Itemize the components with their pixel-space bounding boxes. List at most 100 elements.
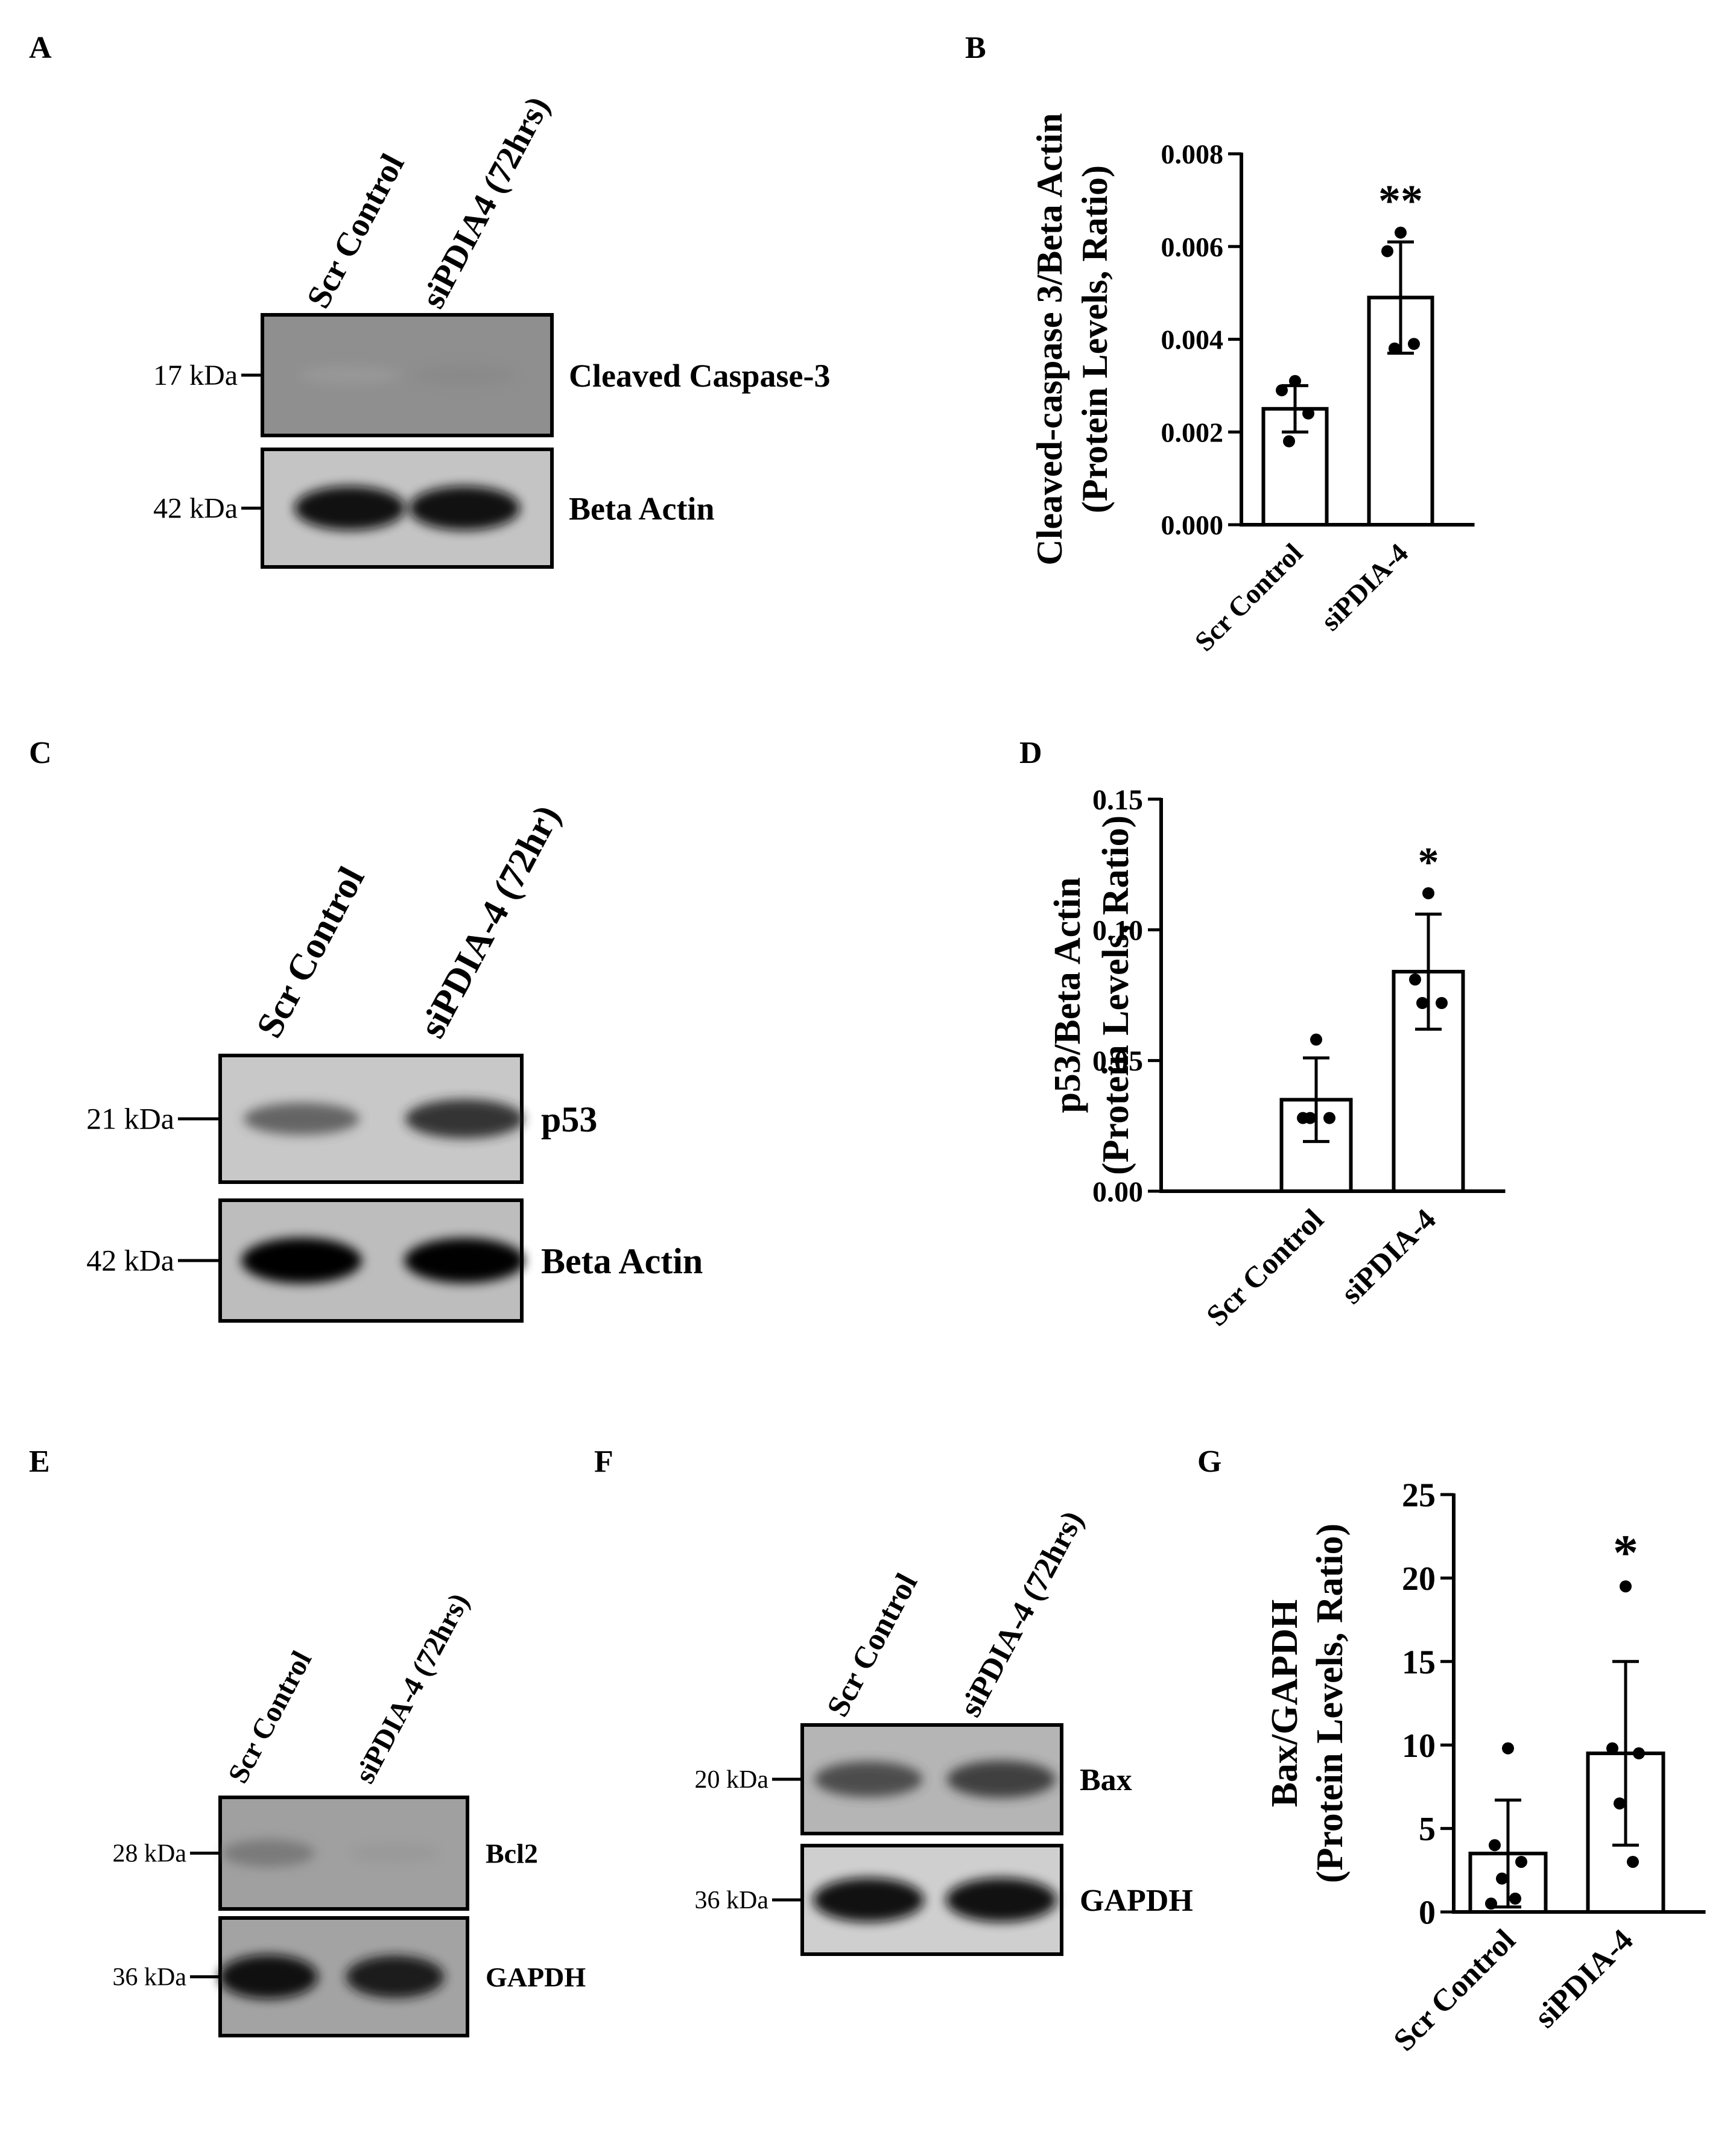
blot-strip: 28 kDa Bcl2 bbox=[113, 1796, 538, 1911]
protein-band bbox=[241, 1238, 362, 1283]
bar-chart-panel-d: 0.00 0.05 0.10 0.15 p53/Beta Actin (Protein L… bbox=[1047, 784, 1506, 1332]
protein-band bbox=[219, 1954, 318, 1999]
marker-label: 36 kDa bbox=[695, 1887, 769, 1914]
data-point bbox=[1606, 1742, 1618, 1755]
data-point bbox=[1436, 997, 1448, 1009]
protein-band bbox=[294, 486, 405, 531]
y-tick-label: 25 bbox=[1402, 1477, 1436, 1514]
data-point bbox=[1509, 1892, 1521, 1905]
data-point bbox=[1489, 1839, 1501, 1852]
blot-strip: 42 kDa Beta Actin bbox=[153, 448, 714, 569]
data-point bbox=[1289, 375, 1301, 387]
protein-label: p53 bbox=[541, 1100, 597, 1139]
y-axis-label: (Protein Levels, Ratio) bbox=[1075, 165, 1115, 513]
marker-label: 21 kDa bbox=[86, 1102, 174, 1136]
y-tick-label: 0.00 bbox=[1092, 1176, 1143, 1208]
marker-label: 42 kDa bbox=[153, 492, 238, 524]
y-tick-label: 0.15 bbox=[1092, 784, 1143, 816]
blot-strip: 36 kDa GAPDH bbox=[113, 1916, 586, 2037]
y-tick-label: 0.05 bbox=[1092, 1045, 1143, 1077]
lane-label: siPDIA4 (72hrs) bbox=[414, 90, 557, 314]
data-point bbox=[1627, 1855, 1639, 1868]
data-point bbox=[1389, 342, 1401, 355]
y-axis-label: Bax/GAPDH bbox=[1264, 1600, 1305, 1807]
protein-band bbox=[222, 1839, 315, 1867]
data-point bbox=[1416, 997, 1428, 1009]
protein-label: Beta Actin bbox=[569, 490, 714, 527]
y-tick-label: 0.002 bbox=[1161, 417, 1224, 448]
blot-strip: 42 kDa Beta Actin bbox=[86, 1198, 703, 1323]
protein-band bbox=[813, 1878, 924, 1922]
protein-label: Cleaved Caspase-3 bbox=[569, 358, 830, 394]
y-tick-label: 10 bbox=[1402, 1727, 1436, 1765]
data-point bbox=[1614, 1797, 1626, 1810]
significance-marker: ** bbox=[1378, 177, 1423, 226]
data-point bbox=[1502, 1742, 1514, 1755]
western-blot-panel-c: Scr Control siPDIA-4 (72hr) 21 kDa p53 42 kD… bbox=[86, 799, 703, 1323]
data-point bbox=[1276, 384, 1288, 397]
y-tick-label: 0.000 bbox=[1161, 510, 1224, 540]
blot-strip: 20 kDa Bax bbox=[695, 1723, 1132, 1835]
y-tick-label: 15 bbox=[1402, 1644, 1436, 1681]
category-label: siPDIA-4 bbox=[1315, 537, 1414, 636]
y-tick-label: 5 bbox=[1419, 1811, 1436, 1848]
protein-band bbox=[814, 1761, 923, 1797]
panel-letter-c: C bbox=[29, 736, 52, 770]
blot-strip: 21 kDa p53 bbox=[86, 1054, 597, 1184]
protein-label: Bax bbox=[1080, 1763, 1132, 1797]
data-point bbox=[1283, 435, 1295, 448]
panel-letter-g: G bbox=[1197, 1445, 1221, 1479]
category-label: Scr Control bbox=[1189, 537, 1308, 657]
protein-band bbox=[299, 365, 401, 385]
blot-strip: 17 kDa Cleaved Caspase-3 bbox=[153, 313, 830, 437]
y-tick-label: 0.006 bbox=[1161, 232, 1224, 262]
panel-letter-d: D bbox=[1019, 736, 1042, 770]
y-tick-label: 0.10 bbox=[1092, 914, 1143, 946]
protein-label: Beta Actin bbox=[541, 1241, 703, 1281]
data-point bbox=[1485, 1897, 1497, 1910]
lane-label: siPDIA-4 (72hrs) bbox=[349, 1588, 475, 1788]
category-label: Scr Control bbox=[1387, 1923, 1522, 2058]
protein-band bbox=[947, 1761, 1056, 1798]
lane-label: Scr Control bbox=[222, 1646, 318, 1788]
protein-band bbox=[404, 1238, 525, 1283]
protein-band bbox=[244, 1103, 360, 1135]
data-point bbox=[1395, 226, 1407, 239]
marker-label: 28 kDa bbox=[113, 1840, 187, 1867]
bar-chart-panel-b: 0.000 0.002 0.004 0.006 0.008 Cleaved-caspase… bbox=[1030, 113, 1475, 657]
marker-label: 17 kDa bbox=[153, 359, 238, 391]
protein-label: GAPDH bbox=[486, 1962, 586, 1993]
significance-marker: * bbox=[1418, 840, 1439, 886]
y-axis-label: (Protein Levels, Ratio) bbox=[1095, 815, 1136, 1175]
protein-band bbox=[405, 1099, 524, 1139]
data-point bbox=[1381, 245, 1393, 258]
western-blot-panel-a: Scr Control siPDIA4 (72hrs) 17 kDa Cleaved … bbox=[153, 90, 830, 569]
data-point bbox=[1496, 1872, 1508, 1885]
category-label: siPDIA-4 bbox=[1334, 1202, 1442, 1310]
lane-label: Scr Control bbox=[820, 1568, 924, 1723]
y-axis-label: p53/Beta Actin bbox=[1047, 878, 1088, 1113]
y-tick-label: 0 bbox=[1419, 1894, 1436, 1932]
y-axis-label: (Protein Levels, Ratio) bbox=[1310, 1524, 1351, 1883]
data-point bbox=[1515, 1855, 1527, 1868]
protein-band bbox=[350, 1843, 440, 1864]
marker-label: 42 kDa bbox=[86, 1244, 174, 1277]
western-blot-panel-e: Scr Control siPDIA-4 (72hrs) 28 kDa Bcl2 36 … bbox=[113, 1588, 586, 2037]
western-blot-panel-f: Scr Control siPDIA-4 (72hrs) 20 kDa Bax 36 k… bbox=[695, 1505, 1193, 1956]
y-tick-label: 0.004 bbox=[1161, 324, 1224, 355]
y-tick-label: 0.008 bbox=[1161, 139, 1224, 169]
protein-band bbox=[409, 486, 520, 531]
data-point bbox=[1304, 1112, 1316, 1124]
y-tick-label: 20 bbox=[1402, 1560, 1436, 1598]
protein-band bbox=[346, 1955, 445, 1998]
panel-letter-a: A bbox=[29, 31, 52, 65]
data-point bbox=[1620, 1580, 1632, 1593]
data-point bbox=[1409, 973, 1421, 986]
category-label: siPDIA-4 bbox=[1528, 1923, 1639, 2034]
category-label: Scr Control bbox=[1200, 1202, 1330, 1332]
marker-label: 36 kDa bbox=[113, 1963, 187, 1991]
protein-label: GAPDH bbox=[1080, 1884, 1193, 1918]
lane-label: siPDIA-4 (72hr) bbox=[411, 799, 568, 1044]
significance-marker: * bbox=[1613, 1525, 1638, 1581]
